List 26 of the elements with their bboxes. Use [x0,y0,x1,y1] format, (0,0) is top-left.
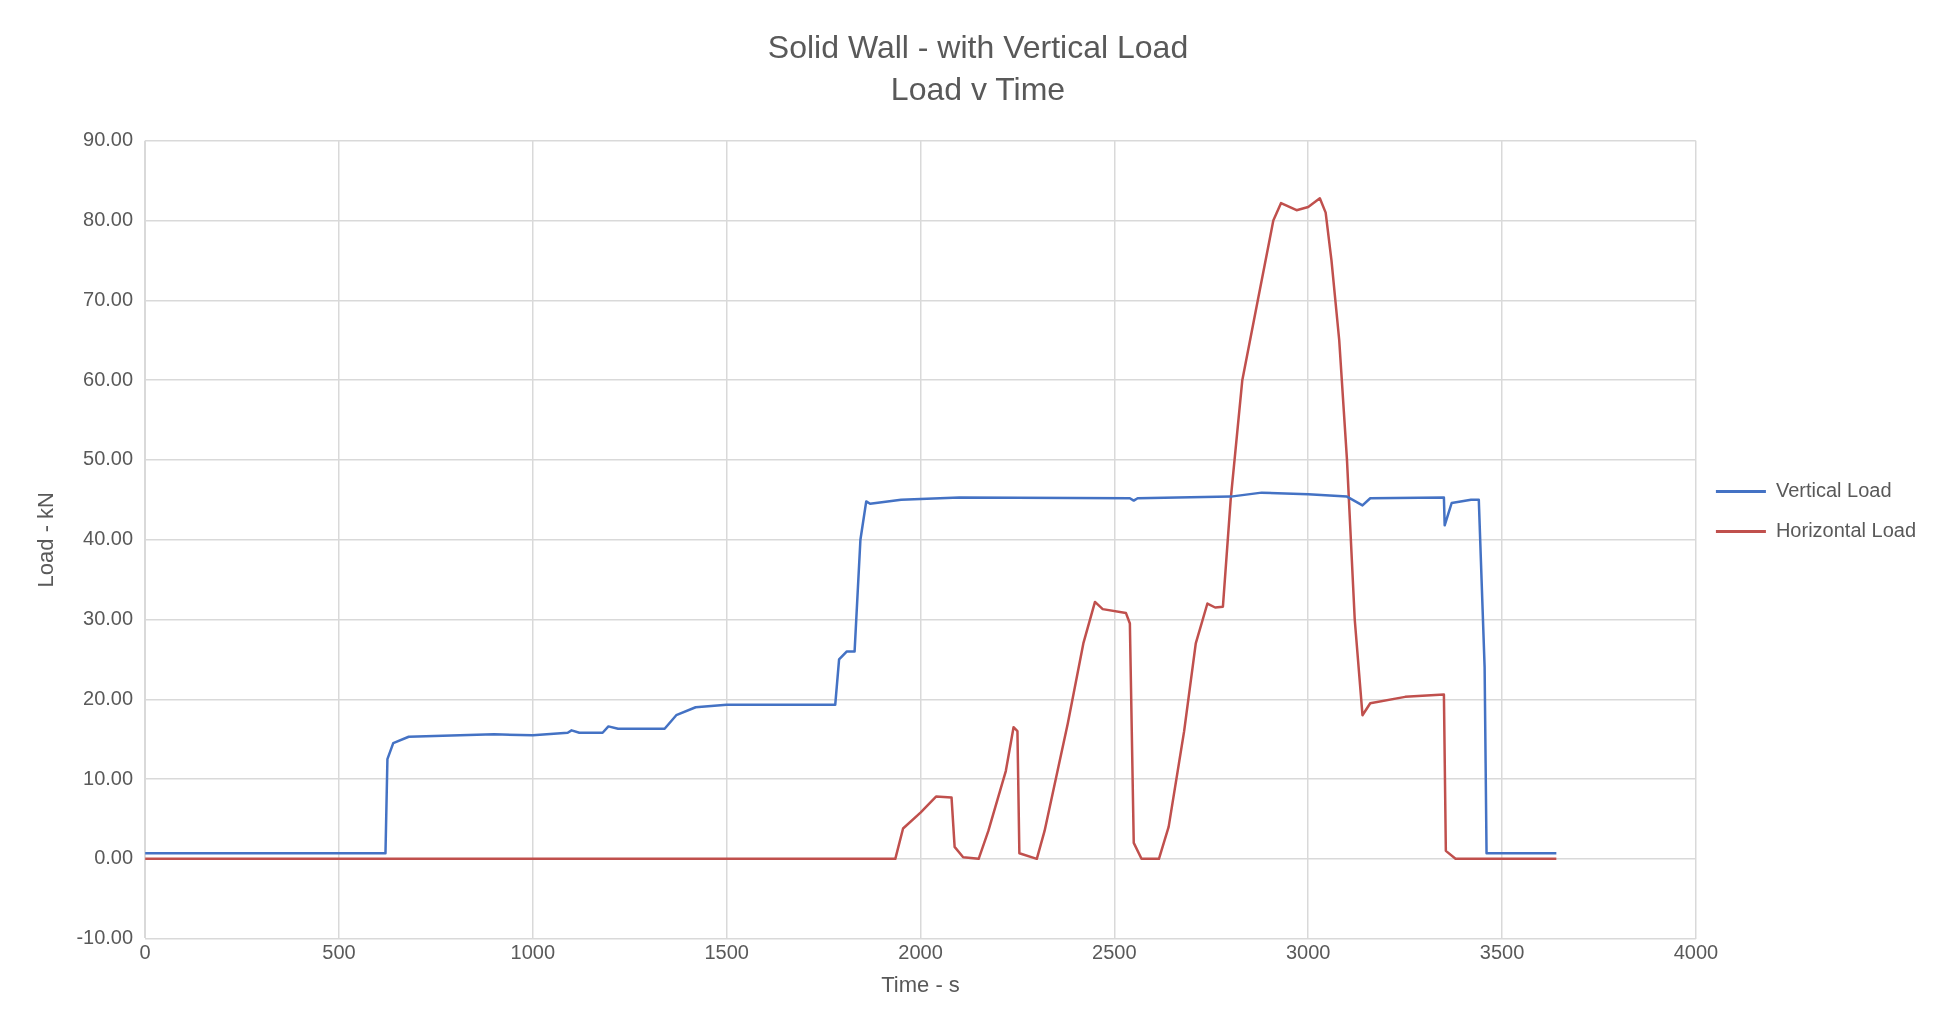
y-tick-label: 0.00 [94,846,134,869]
legend-label: Vertical Load [1775,479,1892,502]
y-tick-label: 50.00 [83,447,134,470]
x-tick-label: 2000 [898,941,943,964]
x-tick-label: 1000 [510,941,556,964]
y-tick-label: 90.00 [83,128,134,151]
x-tick-label: 4000 [1673,941,1719,964]
y-tick-label: -10.00 [76,926,134,949]
x-tick-label: 1500 [704,941,749,964]
y-tick-label: 60.00 [83,367,134,390]
x-tick-label: 2500 [1092,941,1137,964]
y-tick-label: 80.00 [83,208,134,231]
chart-title: Solid Wall - with Vertical Load [767,29,1189,66]
y-tick-label: 10.00 [83,766,134,789]
x-tick-label: 3000 [1285,941,1331,964]
y-tick-label: 20.00 [83,686,134,709]
y-axis-title: Load - kN [33,492,59,588]
x-tick-label: 500 [322,941,356,964]
legend-label: Horizontal Load [1775,519,1917,542]
chart-subtitle: Load v Time [890,71,1066,108]
x-axis-title: Time - s [881,971,960,997]
y-tick-label: 40.00 [83,527,134,550]
x-tick-label: 3500 [1479,941,1525,964]
y-tick-label: 30.00 [83,607,134,629]
x-tick-label: 0 [139,941,151,964]
y-tick-label: 70.00 [83,287,134,310]
